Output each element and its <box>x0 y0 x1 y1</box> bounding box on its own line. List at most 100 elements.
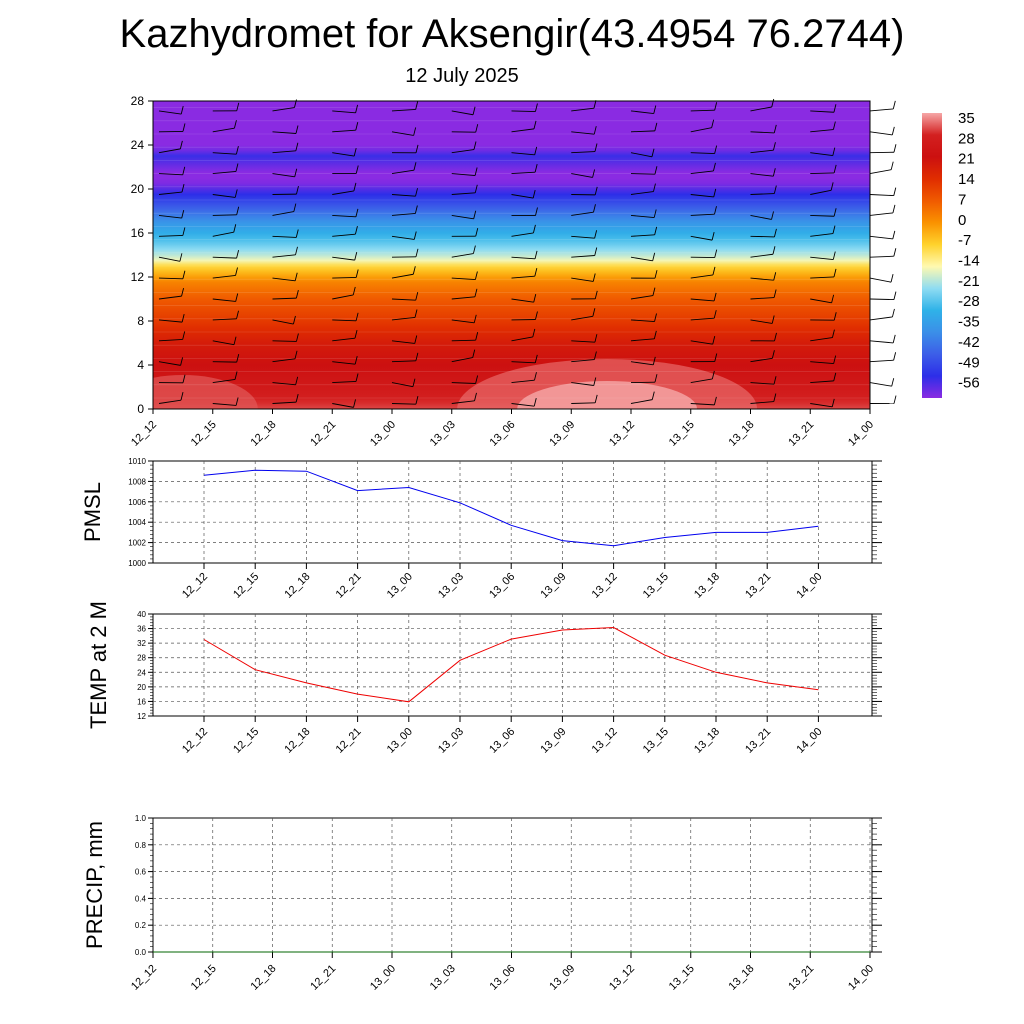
wind-barb-flag <box>292 315 296 325</box>
wind-barb <box>272 358 296 363</box>
wind-barb-flag <box>233 336 237 345</box>
x-tick-label: 12_21 <box>334 571 364 601</box>
wind-barb <box>332 337 356 342</box>
x-tick-label: 14_00 <box>846 419 876 449</box>
wind-barb <box>332 129 356 133</box>
wind-barb-flag <box>474 271 478 280</box>
x-tick-label: 13_18 <box>727 963 757 993</box>
wind-barb <box>750 235 775 238</box>
wind-barb-flag <box>413 127 417 136</box>
wind-barb <box>810 298 832 304</box>
wind-barb-flag <box>832 329 835 338</box>
wind-barb-flag <box>774 332 777 341</box>
wind-barb-flag <box>833 104 837 113</box>
wind-barb-flag <box>475 332 479 341</box>
wind-barb-flag <box>473 314 477 323</box>
x-tick-label: 14_00 <box>794 571 824 601</box>
wind-barb-flag <box>771 315 775 324</box>
wind-barb-flag <box>713 292 717 301</box>
wind-barb-flag <box>354 252 358 261</box>
wind-barb <box>571 255 595 258</box>
x-tick-label: 12_18 <box>249 963 279 993</box>
wind-barb <box>332 294 354 300</box>
wind-barb <box>272 107 295 112</box>
y-tick-label: 20 <box>131 182 145 196</box>
wind-barb-flag <box>294 272 298 281</box>
wind-barb <box>391 403 416 405</box>
wind-barb-flag <box>714 206 717 215</box>
wind-barb-flag <box>832 147 836 156</box>
wind-barb-flag <box>295 229 299 238</box>
x-tick-label: 12_15 <box>231 726 261 756</box>
wind-barb <box>810 276 835 279</box>
wind-barb <box>869 255 894 258</box>
wind-barb-flag <box>653 183 656 192</box>
wind-barb <box>630 319 655 322</box>
wind-barb <box>750 173 774 177</box>
wind-barb-flag <box>475 228 479 237</box>
wind-barb <box>158 110 182 115</box>
x-tick-label: 14_00 <box>846 963 876 993</box>
wind-barb <box>451 277 476 280</box>
wind-barb-flag <box>182 374 186 383</box>
colorbar-label: -35 <box>958 314 980 331</box>
wind-barb-flag <box>890 161 894 170</box>
wind-barb-flag <box>833 208 837 217</box>
x-tick-label: 12_21 <box>308 419 338 449</box>
wind-barb-flag <box>773 142 776 151</box>
x-tick-label: 13_03 <box>436 726 466 756</box>
x-tick-label: 13_21 <box>743 571 773 601</box>
x-tick-label: 13_09 <box>538 726 568 756</box>
y-tick-label: 4 <box>137 358 144 372</box>
x-tick-label: 13_15 <box>641 571 671 601</box>
wind-barb-flag <box>415 396 419 405</box>
wind-barb <box>158 191 183 195</box>
x-tick-label: 13_18 <box>692 726 722 756</box>
wind-barb-flag <box>294 168 298 177</box>
wind-barb <box>332 233 356 237</box>
wind-barb-flag <box>295 246 298 255</box>
x-tick-label: 12_15 <box>231 571 261 601</box>
wind-barb-flag <box>651 148 655 157</box>
wind-barb-flag <box>711 119 715 128</box>
wind-barb <box>332 277 357 279</box>
wind-barb <box>869 108 894 112</box>
wind-barb-flag <box>532 190 536 199</box>
wind-barb-flag <box>712 336 716 345</box>
x-tick-label: 13_12 <box>607 419 637 449</box>
wind-barb-flag <box>773 272 777 281</box>
wind-barb <box>571 402 596 404</box>
wind-barb <box>690 170 714 175</box>
y-tick-label: 0.0 <box>135 948 147 957</box>
precip-panel: 0.0 0.2 0.4 0.6 0.8 1.0 12_12 12_15 12_18 12_21 13… <box>82 814 882 993</box>
wind-barb-flag <box>295 142 299 151</box>
wind-barb <box>571 211 594 216</box>
x-tick-label: 13_15 <box>641 726 671 756</box>
wind-barb <box>511 361 536 364</box>
wind-barb-flag <box>295 333 299 342</box>
wind-barb <box>630 110 654 114</box>
x-tick-label: 13_18 <box>727 419 757 449</box>
wind-barb-flag <box>475 124 479 133</box>
wind-barb <box>451 400 475 404</box>
wind-barb <box>158 148 181 154</box>
wind-barb <box>451 253 474 258</box>
wind-barb <box>630 295 653 300</box>
y-tick-label: 24 <box>137 668 146 677</box>
wind-barb-flag <box>534 268 538 277</box>
wind-barb-flag <box>594 290 598 299</box>
pmsl-series <box>203 469 819 547</box>
x-tick-label: 12_15 <box>189 963 219 993</box>
wind-barb-flag <box>236 250 240 259</box>
wind-barb-flag <box>893 291 897 300</box>
wind-barb-flag <box>652 356 656 365</box>
wind-barb-flag <box>593 126 597 135</box>
y-tick-label: 32 <box>137 639 146 648</box>
wind-barb <box>869 212 893 216</box>
x-tick-label: 12_18 <box>282 726 312 756</box>
colorbar-label: -7 <box>958 232 971 249</box>
wind-barb-flag <box>295 394 299 403</box>
wind-barb-flag <box>296 186 299 195</box>
wind-barb-flag <box>711 232 715 241</box>
wind-barb <box>810 129 834 133</box>
